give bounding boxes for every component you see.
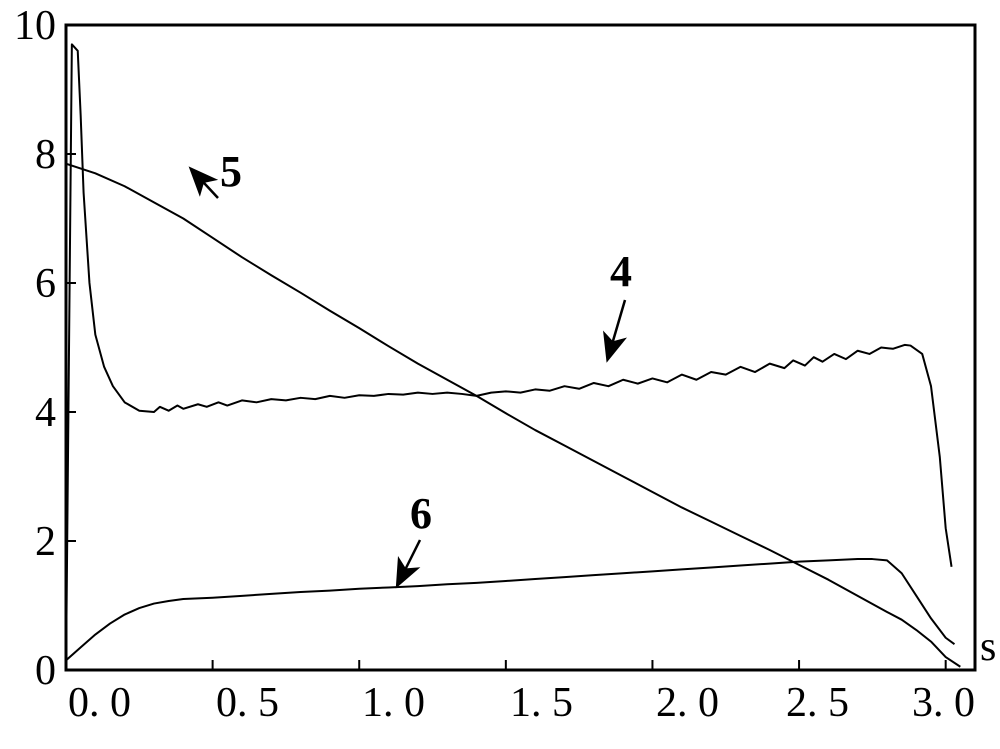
chart-container: 0 2 4 6 8 10 0. 0 0. 5 1. 0 1. 5 2. 0 2. 5 3. 0s 4 5 6 [0,0,1000,749]
y-tick-label: 6 [35,261,56,307]
x-axis-title: s [980,624,996,670]
chart-svg: 0 2 4 6 8 10 0. 0 0. 5 1. 0 1. 5 2. 0 2. 5 3. 0s 4 5 6 [0,0,1000,749]
label-6: 6 [410,489,432,538]
curve-5 [66,164,960,667]
x-tick-label: 2. 0 [656,680,719,726]
curve-4 [66,44,952,670]
y-tick-label: 4 [35,390,56,436]
curve-6 [66,559,954,660]
y-tick-label: 2 [35,519,56,565]
y-tick-label: 8 [35,132,56,178]
label-5: 5 [220,147,242,196]
y-tick-label: 0 [35,648,56,694]
series-group [66,44,960,670]
x-tick-label: 0. 5 [216,680,279,726]
x-tick-label: 0. 0 [68,680,131,726]
plot-frame [66,25,975,670]
label-6-arrow [398,540,420,584]
label-4: 4 [610,247,632,296]
y-tick-label: 10 [14,3,56,49]
x-tick-label: 3. 0 [912,680,975,726]
x-tick-label: 1. 5 [510,680,573,726]
x-tick-label: 1. 0 [362,680,425,726]
label-4-arrow [608,300,625,358]
x-tick-label: 2. 5 [786,680,849,726]
label-5-arrow [192,170,218,198]
